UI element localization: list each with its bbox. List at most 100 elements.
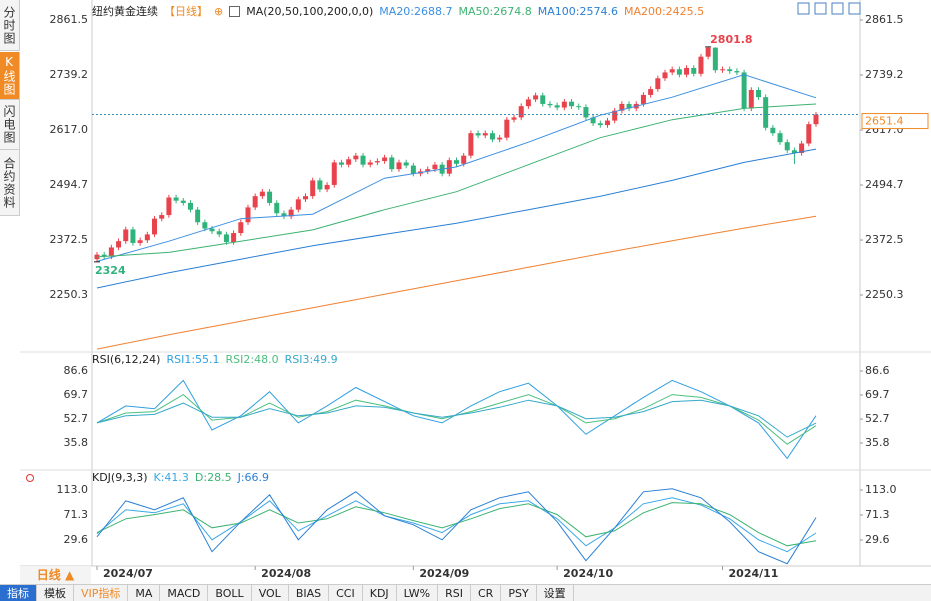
candle-body <box>791 150 797 153</box>
candle-body <box>446 160 452 174</box>
candle-body <box>576 106 582 108</box>
icon[interactable] <box>797 2 810 15</box>
y-tick-label-right: 35.8 <box>865 436 890 449</box>
candle-body <box>187 202 193 210</box>
side-tab[interactable]: 闪电图 <box>0 100 20 150</box>
legend-entry: J:66.9 <box>237 471 270 484</box>
candle-body <box>763 97 769 128</box>
tab[interactable]: VIP指标 <box>74 585 129 601</box>
candle-body <box>108 247 114 257</box>
price-header: 纽约黄金连续 【日线】 ⊕ MA(20,50,100,200,0,0) MA20… <box>92 3 704 19</box>
tab[interactable]: BOLL <box>208 585 252 601</box>
candle-body <box>317 180 323 190</box>
y-tick-label: 2739.2 <box>50 68 89 81</box>
candle-body <box>511 117 517 120</box>
legend-entry: RSI2:48.0 <box>225 353 279 366</box>
candle-body <box>303 196 309 200</box>
candle-body <box>604 120 610 126</box>
tab[interactable]: 指标 <box>0 585 37 601</box>
tab[interactable]: BIAS <box>289 585 330 601</box>
indicator: MA(20,50,100,200,0,0) <box>246 4 374 18</box>
add-icon[interactable]: ⊕ <box>214 4 224 18</box>
candle-body <box>374 161 380 163</box>
y-tick-label: 86.6 <box>64 364 89 377</box>
candle-body <box>561 101 567 108</box>
y-tick-label-right: 2739.2 <box>865 68 904 81</box>
candle-body <box>748 89 754 109</box>
legend-entry: RSI1:55.1 <box>166 353 220 366</box>
kdj-header: KDJ(9,3,3) K:41.3 D:28.5 J:66.9 <box>92 471 269 484</box>
legend-entry: MA50:2674.8 <box>458 4 532 18</box>
icon[interactable] <box>848 2 861 15</box>
candle-body <box>712 47 718 71</box>
side-tab[interactable]: 合约资料 <box>0 150 20 216</box>
settings-icon[interactable] <box>26 474 34 482</box>
title: 纽约黄金连续 <box>92 5 158 18</box>
candle-body <box>130 229 136 243</box>
tab[interactable]: CCI <box>329 585 363 601</box>
side-tab[interactable]: K线图 <box>0 52 20 100</box>
tab[interactable]: LW% <box>397 585 439 601</box>
candle-body <box>583 107 589 118</box>
candle-body <box>698 56 704 74</box>
series-line <box>96 502 817 547</box>
tab[interactable]: CR <box>471 585 502 601</box>
y-tick-label: 113.0 <box>57 483 89 496</box>
candle-body <box>252 196 258 208</box>
legend-entry: RSI3:49.9 <box>284 353 338 366</box>
candle-body <box>116 241 122 248</box>
y-tick-label-right: 2372.5 <box>865 233 904 246</box>
candle-body <box>410 165 416 174</box>
candle-body <box>231 233 237 243</box>
candle-body <box>396 162 402 170</box>
candle-body <box>238 222 244 234</box>
candle-body <box>504 119 510 138</box>
tab[interactable]: RSI <box>438 585 471 601</box>
candle-body <box>216 231 222 235</box>
candle-body <box>770 127 776 134</box>
tab[interactable]: MACD <box>160 585 209 601</box>
candle-body <box>159 215 165 219</box>
last-price-box <box>861 113 929 130</box>
candle-body <box>274 202 280 214</box>
title: KDJ(9,3,3) <box>92 471 148 484</box>
candle-body <box>180 200 186 203</box>
candle-body <box>554 105 560 108</box>
tab-bar: 指标 模板 VIP指标 MA MACD BOLL VOL BIAS CCI KDJ LW% RSI CR… <box>0 584 931 601</box>
tab[interactable]: VOL <box>252 585 289 601</box>
candle-body <box>662 72 668 79</box>
y-tick-label: 69.7 <box>64 388 89 401</box>
series-line <box>96 103 817 258</box>
side-tab[interactable]: 分时图 <box>0 0 20 51</box>
y-tick-label: 71.3 <box>64 508 89 521</box>
candle-body <box>547 103 553 106</box>
candle-body <box>123 229 129 242</box>
y-tick-label-right: 69.7 <box>865 388 890 401</box>
tab[interactable]: PSY <box>501 585 537 601</box>
candle-body <box>382 157 388 162</box>
indicator-icon[interactable] <box>229 5 241 17</box>
title: RSI(6,12,24) <box>92 353 161 366</box>
candle-body <box>569 101 575 107</box>
candle-body <box>806 124 812 144</box>
tab[interactable]: KDJ <box>363 585 397 601</box>
candle-body <box>619 103 625 111</box>
candle-body <box>727 69 733 72</box>
icon[interactable] <box>814 2 827 15</box>
candle-body <box>245 207 251 223</box>
candle-body <box>209 228 215 232</box>
tab[interactable]: MA <box>128 585 161 601</box>
tab[interactable]: 模板 <box>37 585 74 601</box>
period-button[interactable]: 日线 ▲ <box>20 566 91 584</box>
tab[interactable]: 设置 <box>537 585 574 601</box>
period: 【日线】 <box>164 5 208 18</box>
x-tick-label: 2024/11 <box>729 567 779 580</box>
window-icons[interactable] <box>797 2 861 15</box>
candle-body <box>720 69 726 71</box>
icon[interactable] <box>831 2 844 15</box>
candle-body <box>338 162 344 165</box>
candle-body <box>813 114 819 125</box>
low-label: 2324 <box>95 264 126 277</box>
candle-body <box>461 155 467 164</box>
last-price-label: 2651.4 <box>865 115 904 128</box>
